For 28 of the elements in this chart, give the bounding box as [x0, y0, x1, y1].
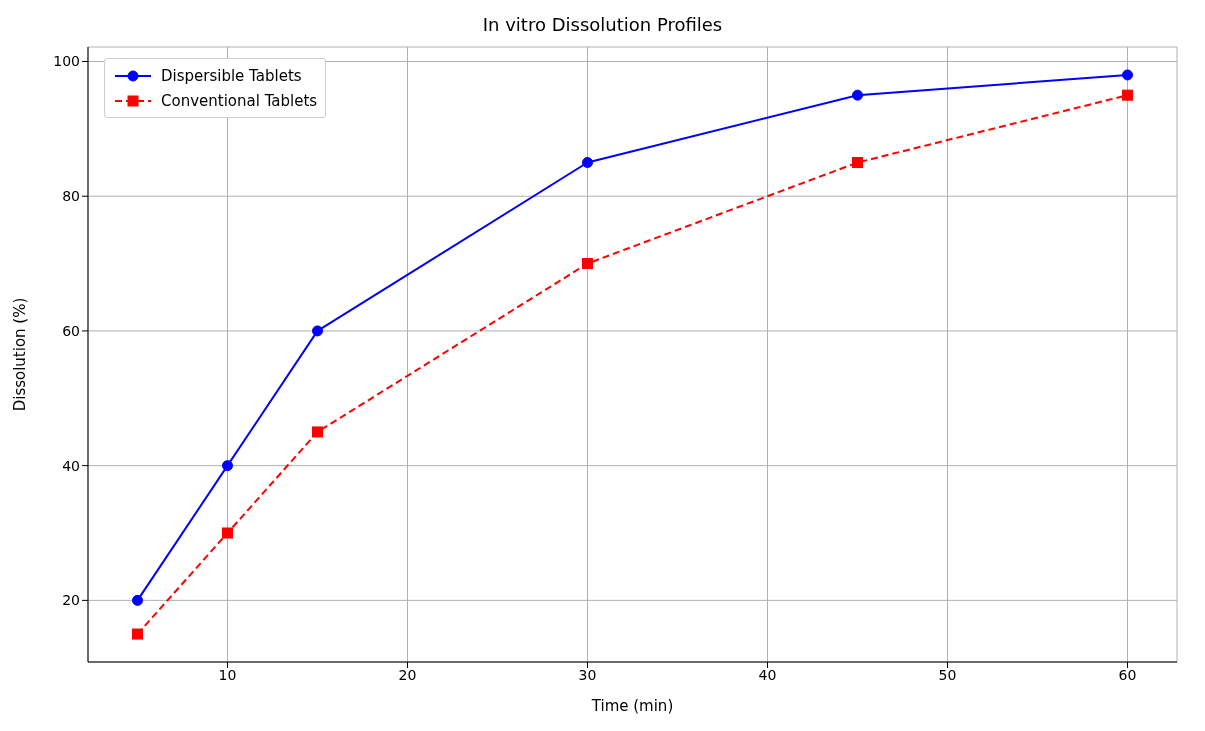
x-tick-label: 30 — [578, 666, 597, 683]
y-axis-title: Dissolution (%) — [11, 297, 30, 412]
point — [312, 426, 323, 438]
x-tick-label: 20 — [398, 666, 417, 683]
y-tick-label: 40 — [62, 457, 80, 474]
y-tick-label: 60 — [62, 322, 80, 339]
y-tick-label: 80 — [62, 188, 80, 205]
point — [852, 89, 863, 101]
x-tick-label: 10 — [218, 666, 237, 683]
x-tick-label: 40 — [758, 666, 777, 683]
point — [222, 460, 233, 472]
x-tick-label: 50 — [938, 666, 957, 683]
point — [312, 325, 323, 337]
y-tick-label: 100 — [53, 53, 80, 70]
chart-title: In vitro Dissolution Profiles — [481, 13, 724, 37]
legend-label: Dispersible Tablets — [161, 66, 302, 85]
point — [582, 157, 593, 169]
y-tick-label: 20 — [62, 592, 80, 609]
legend-label: Conventional Tablets — [161, 91, 318, 110]
point — [132, 594, 143, 606]
point — [1122, 69, 1133, 81]
point — [852, 157, 863, 169]
x-axis-title: Time (min) — [590, 696, 674, 715]
x-tick-label: 60 — [1118, 666, 1137, 683]
point — [222, 527, 233, 539]
point — [1122, 89, 1133, 101]
point — [582, 258, 593, 270]
point — [132, 628, 143, 640]
